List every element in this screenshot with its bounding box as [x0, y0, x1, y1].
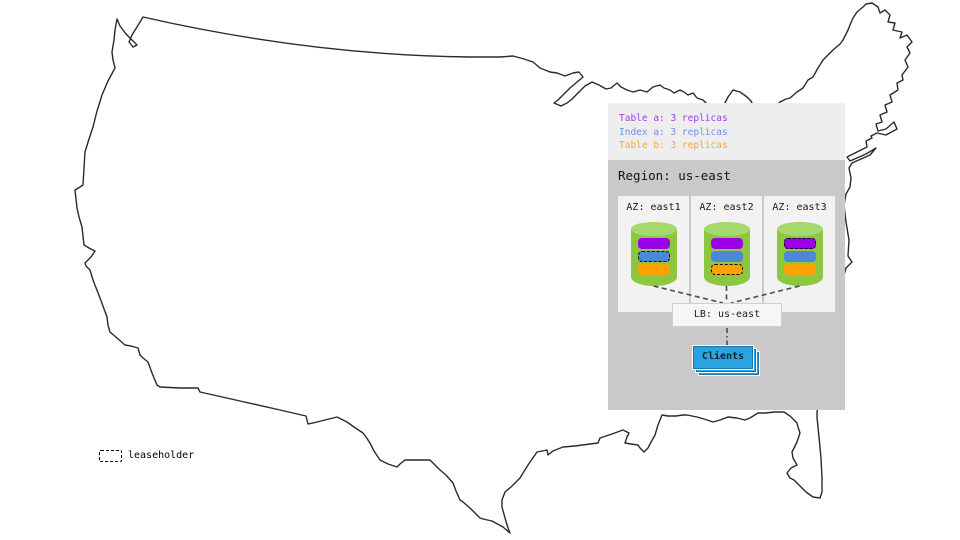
cylinder-top: [630, 222, 677, 236]
database-cylinder-east3: [776, 222, 823, 286]
replica-bar-index-a: [783, 251, 816, 262]
load-balancer-box: LB: us-east: [672, 303, 782, 327]
database-cylinder-east2: [703, 222, 750, 286]
replica-bar-table-a: [710, 238, 743, 249]
region-us-east-panel: Region: us-east AZ: east1 AZ: east2 AZ: ea…: [608, 160, 845, 410]
replica-bar-table-b: [637, 264, 670, 275]
replica-bar-table-b: [783, 264, 816, 275]
replica-legend-panel: Table a: 3 replicas Index a: 3 replicas …: [608, 103, 845, 160]
region-title: Region: us-east: [618, 168, 731, 183]
replica-bar-index-a: [710, 251, 743, 262]
az-row: AZ: east1 AZ: east2 AZ: east3: [618, 196, 835, 312]
replica-bar-table-b-leaseholder: [710, 264, 743, 275]
replica-bar-index-a-leaseholder: [637, 251, 670, 262]
cylinder-top: [703, 222, 750, 236]
az-box-east2: AZ: east2: [691, 196, 762, 312]
az-label-east2: AZ: east2: [699, 202, 754, 213]
leaseholder-swatch-icon: [99, 450, 122, 462]
az-label-east3: AZ: east3: [772, 202, 827, 213]
az-box-east3: AZ: east3: [764, 196, 835, 312]
replica-bar-table-a: [637, 238, 670, 249]
legend-index-a: Index a: 3 replicas: [619, 126, 728, 138]
leaseholder-label: leaseholder: [128, 450, 195, 461]
replica-bar-table-a-leaseholder: [783, 238, 816, 249]
az-box-east1: AZ: east1: [618, 196, 689, 312]
leaseholder-legend: leaseholder: [99, 450, 194, 462]
legend-table-a: Table a: 3 replicas: [619, 113, 728, 124]
database-cylinder-east1: [630, 222, 677, 286]
az-label-east1: AZ: east1: [626, 202, 681, 213]
clients-box: Clients: [692, 345, 754, 370]
cylinder-top: [776, 222, 823, 236]
legend-table-b: Table b: 3 replicas: [619, 140, 728, 151]
